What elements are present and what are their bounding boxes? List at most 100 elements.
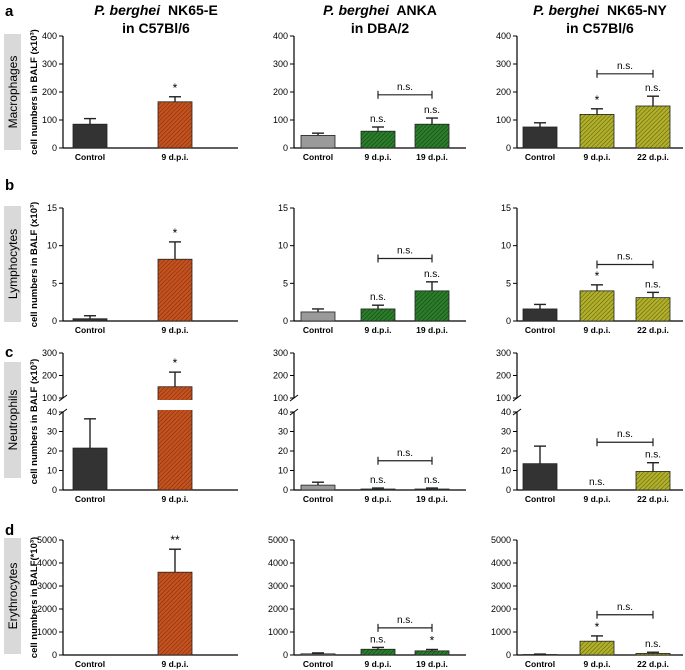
bar <box>157 258 193 322</box>
column-host: in C57Bl/6 <box>566 20 634 36</box>
bar <box>300 311 336 322</box>
bar <box>72 447 108 491</box>
x-tick-label: 9 d.p.i. <box>584 325 611 335</box>
y-tick-label: 300 <box>273 59 288 69</box>
y-tick-label: 200 <box>42 371 57 381</box>
y-tick-label: 0 <box>506 650 511 660</box>
significance-mark: * <box>173 81 178 95</box>
y-tick-label: 15 <box>278 203 288 213</box>
y-tick-label: 0 <box>506 485 511 495</box>
svg-text:P. berghei NK65-E: P. berghei NK65-E <box>94 2 218 18</box>
bar <box>522 126 558 149</box>
y-tick-label: 2000 <box>491 604 511 614</box>
significance-mark: n.s. <box>370 114 386 125</box>
x-tick-label: Control <box>525 152 555 162</box>
y-tick-label: 5 <box>283 278 288 288</box>
panel-letter: a <box>5 3 14 20</box>
x-tick-label: 19 d.p.i. <box>416 494 448 504</box>
column-strain: NK65-NY <box>607 2 668 18</box>
y-axis-label: cell numbers in BALF(*10³) <box>29 537 40 658</box>
x-tick-label: Control <box>75 494 105 504</box>
y-tick-label: 0 <box>283 316 288 326</box>
svg-text:P. berghei ANKA: P. berghei ANKA <box>323 2 437 18</box>
y-tick-label: 20 <box>47 446 57 456</box>
bar <box>635 652 671 656</box>
comparison-label: n.s. <box>617 252 633 263</box>
y-tick-label: 30 <box>47 427 57 437</box>
y-tick-label: 0 <box>506 316 511 326</box>
bar <box>635 471 671 491</box>
y-tick-label: 100 <box>273 115 288 125</box>
significance-mark: * <box>595 620 600 634</box>
x-tick-label: Control <box>525 494 555 504</box>
y-tick-label: 1000 <box>37 627 57 637</box>
bar <box>579 114 615 149</box>
x-tick-label: 22 d.p.i. <box>637 494 669 504</box>
y-tick-label: 4000 <box>491 558 511 568</box>
y-tick-label: 10 <box>501 466 511 476</box>
significance-mark: * <box>595 269 600 283</box>
comparison-label: n.s. <box>617 429 633 440</box>
bar <box>414 290 450 322</box>
y-tick-label: 400 <box>42 31 57 41</box>
y-tick-label: 0 <box>283 143 288 153</box>
y-tick-label: 15 <box>501 203 511 213</box>
x-tick-label: 9 d.p.i. <box>365 152 392 162</box>
y-tick-label: 100 <box>42 115 57 125</box>
panel-a-0: cell numbers in BALF (x10³) 0 100 200 300 400… <box>29 29 238 162</box>
bar <box>579 290 615 322</box>
column-strain: NK65-E <box>168 2 218 18</box>
bar <box>360 130 396 149</box>
bar <box>300 484 336 491</box>
y-tick-label: 100 <box>496 115 511 125</box>
y-tick-label: 0 <box>283 485 288 495</box>
x-tick-label: Control <box>525 659 555 669</box>
x-tick-label: Control <box>303 152 333 162</box>
bar <box>414 123 450 149</box>
x-tick-label: Control <box>525 325 555 335</box>
column-header-2: P. berghei NK65-NY in C57Bl/6 <box>533 2 667 36</box>
significance-mark: n.s. <box>589 477 605 488</box>
x-tick-label: Control <box>303 659 333 669</box>
bar <box>300 134 336 149</box>
column-species: P. berghei <box>533 2 600 18</box>
panel-d-2: 0 1000 2000 3000 4000 5000 Control 9 d.p.i. * 22 … <box>491 535 683 669</box>
panel-d-1: 0 1000 2000 3000 4000 5000 Control 9 d.p.i. n.s.… <box>268 535 466 669</box>
x-tick-label: Control <box>303 325 333 335</box>
y-tick-label: 30 <box>278 427 288 437</box>
y-tick-label: 0 <box>52 650 57 660</box>
comparison-label: n.s. <box>397 82 413 93</box>
y-tick-label: 20 <box>278 446 288 456</box>
y-tick-label: 100 <box>42 393 57 403</box>
x-tick-label: 9 d.p.i. <box>365 325 392 335</box>
y-tick-label: 20 <box>501 446 511 456</box>
y-tick-label: 100 <box>273 393 288 403</box>
y-tick-label: 2000 <box>37 604 57 614</box>
bar <box>300 653 336 656</box>
x-tick-label: 22 d.p.i. <box>637 152 669 162</box>
y-tick-label: 5 <box>506 278 511 288</box>
bar <box>522 308 558 322</box>
x-tick-label: 9 d.p.i. <box>584 152 611 162</box>
y-tick-label: 4000 <box>268 558 288 568</box>
panel-c-0: cell numbers in BALF (x10³) 100 200 300 0 10 2… <box>29 348 238 504</box>
significance-mark: n.s. <box>424 475 440 486</box>
y-tick-label: 3000 <box>268 581 288 591</box>
x-tick-label: 19 d.p.i. <box>416 152 448 162</box>
column-species: P. berghei <box>94 2 161 18</box>
y-tick-label: 0 <box>283 650 288 660</box>
panels-layer: a Macrophages b Lymphocytes c Neutrophils d Ery… <box>4 3 683 669</box>
y-tick-label: 1000 <box>268 627 288 637</box>
y-tick-label: 400 <box>496 31 511 41</box>
bar <box>360 648 396 656</box>
column-header-1: P. berghei ANKA in DBA/2 <box>323 2 437 36</box>
significance-mark: n.s. <box>645 83 661 94</box>
x-tick-label: 9 d.p.i. <box>365 659 392 669</box>
panel-letter: b <box>5 177 14 194</box>
significance-mark: n.s. <box>370 292 386 303</box>
significance-mark: n.s. <box>645 639 661 650</box>
significance-mark: * <box>173 356 178 370</box>
row-label-box <box>4 206 21 322</box>
x-tick-label: 9 d.p.i. <box>162 659 189 669</box>
column-species: P. berghei <box>323 2 390 18</box>
